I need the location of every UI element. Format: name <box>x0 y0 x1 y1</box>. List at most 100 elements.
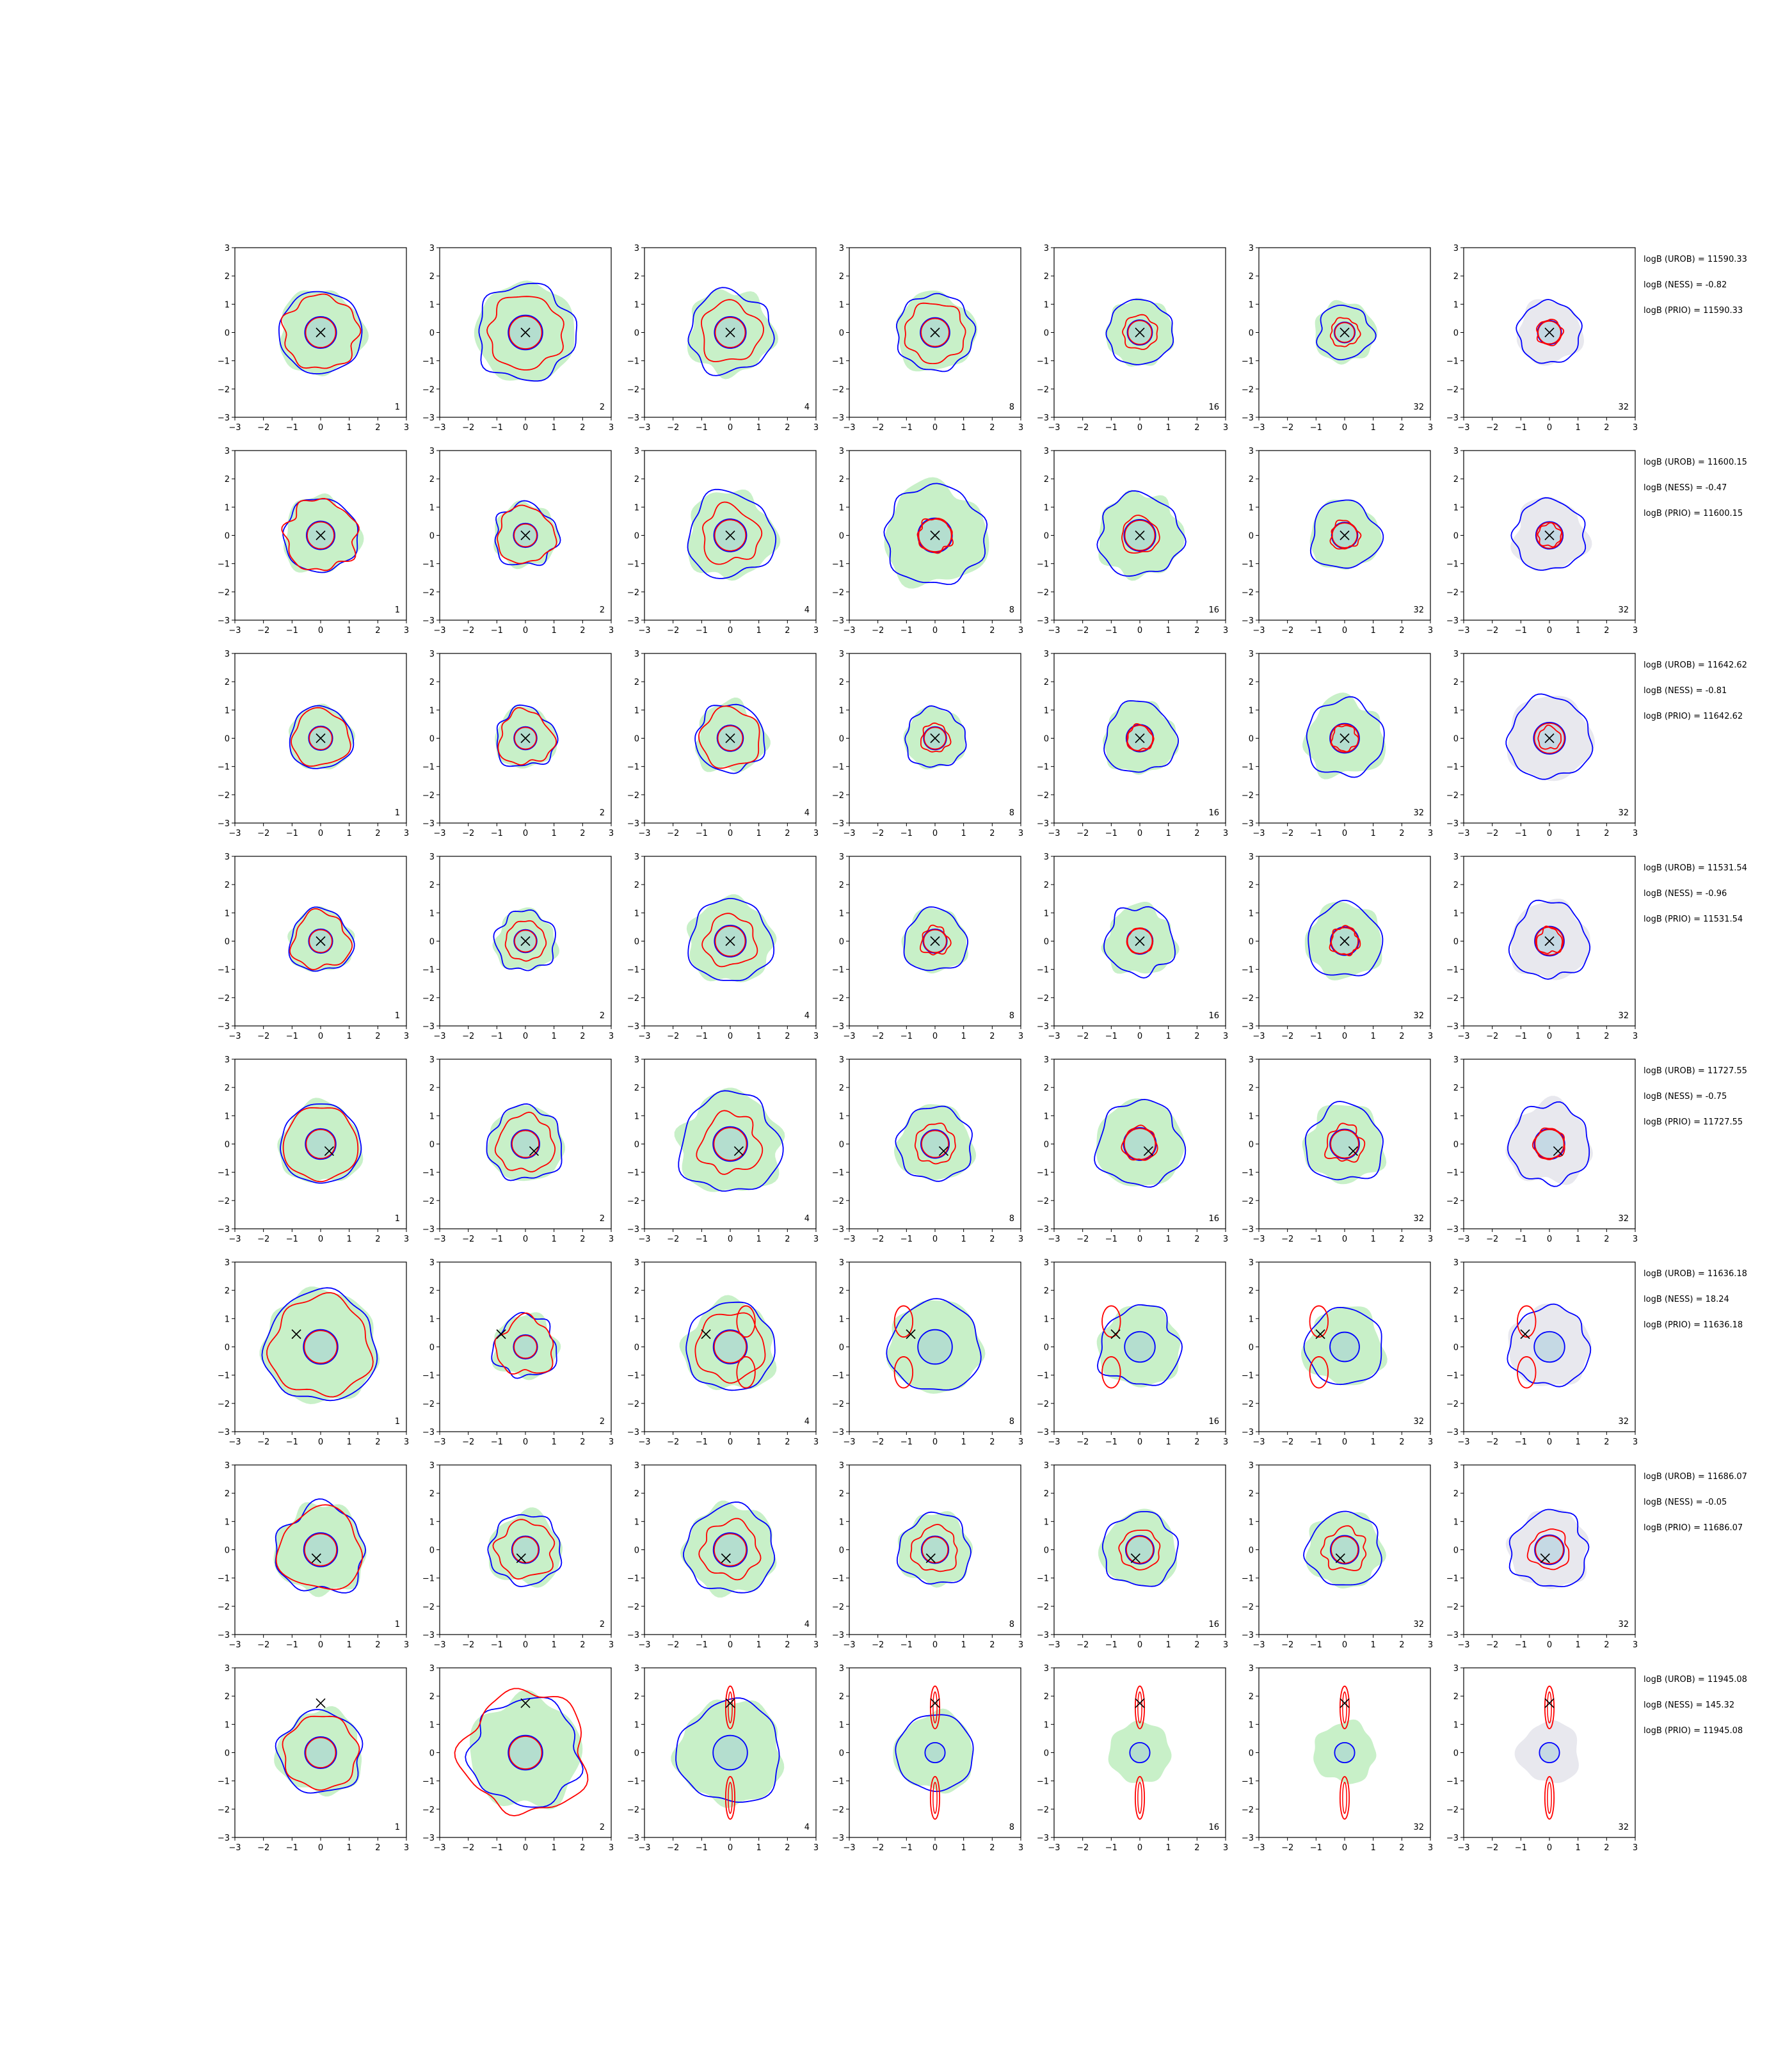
y-tick-label: 1 <box>1044 1112 1049 1121</box>
panel-count-label: 2 <box>600 1011 605 1021</box>
y-tick-label: 1 <box>1453 1517 1459 1527</box>
core-fill <box>511 1535 540 1564</box>
x-tick-label: −1 <box>696 1235 708 1244</box>
alt-lobe <box>1134 1776 1146 1820</box>
logb-annotation: logB (PRIO) = 11600.15 <box>1644 509 1743 518</box>
x-tick-label: −3 <box>1457 1640 1469 1650</box>
y-tick-label: 1 <box>1044 503 1049 513</box>
y-tick-label: 3 <box>839 1664 844 1674</box>
x-tick-label: −1 <box>491 1032 503 1041</box>
outer-contour <box>895 1105 973 1182</box>
y-tick-label: 1 <box>1044 1720 1049 1730</box>
alt-contour <box>504 920 547 962</box>
alt-contour <box>1121 1124 1158 1161</box>
x-tick-label: 2 <box>1194 829 1199 838</box>
x-tick-label: 0 <box>728 1032 733 1041</box>
x-tick-label: −3 <box>1252 1032 1265 1041</box>
y-tick-label: 2 <box>1044 678 1049 687</box>
y-tick-label: −1 <box>422 966 435 975</box>
x-tick-label: −3 <box>228 1235 241 1244</box>
y-tick-label: 2 <box>634 881 639 890</box>
marker-x <box>316 327 326 338</box>
inner-contour <box>712 1126 748 1162</box>
y-tick-label: 3 <box>634 1055 639 1065</box>
x-tick-label: 3 <box>404 1640 409 1650</box>
x-tick-label: 0 <box>932 626 938 636</box>
y-tick-label: −1 <box>218 1777 230 1787</box>
x-tick-label: 3 <box>1428 1235 1433 1244</box>
panel-count-label: 32 <box>1413 1823 1424 1832</box>
y-tick-label: 3 <box>839 244 844 253</box>
marker-x <box>701 1329 711 1340</box>
panel-r3-c6: −3−3 −2 −2 −1 −1 0 0 1 1 2 2 3 3 32 <box>1242 650 1433 838</box>
x-tick-label: 2 <box>1399 1032 1404 1041</box>
x-tick-label: 2 <box>375 1032 380 1041</box>
x-tick-label: 1 <box>756 829 762 838</box>
marker-x <box>1540 1553 1550 1564</box>
y-tick-label: 0 <box>225 329 230 339</box>
y-tick-label: −3 <box>1037 1631 1049 1640</box>
outer-contour <box>896 1511 972 1585</box>
alt-inner-contour <box>1124 520 1156 551</box>
marker-x <box>1348 1146 1358 1156</box>
alt-lobe <box>724 1776 736 1820</box>
y-tick-label: 0 <box>1453 1749 1459 1759</box>
y-tick-label: 2 <box>429 881 435 890</box>
y-tick-label: −2 <box>832 1603 844 1612</box>
alt-inner-contour <box>308 726 333 751</box>
x-tick-label: 1 <box>961 1235 966 1244</box>
x-tick-label: 1 <box>756 626 762 636</box>
y-tick-label: −2 <box>1242 1603 1254 1612</box>
outer-contour <box>1308 900 1384 977</box>
y-tick-label: −1 <box>1242 966 1254 975</box>
panel-r7-c2: −3−3 −2 −2 −1 −1 0 0 1 1 2 2 3 3 2 <box>422 1461 614 1650</box>
x-tick-label: 1 <box>347 1235 352 1244</box>
y-tick-label: 3 <box>429 852 435 862</box>
logb-annotation: logB (UROB) = 11636.18 <box>1644 1269 1747 1279</box>
x-tick-label: 0 <box>523 423 528 433</box>
x-tick-label: 0 <box>1547 626 1552 636</box>
alt-inner-contour <box>1533 723 1565 754</box>
x-tick-label: −2 <box>462 1437 474 1447</box>
y-tick-label: 1 <box>1044 909 1049 918</box>
x-tick-label: −2 <box>872 1235 884 1244</box>
alt-contour <box>266 1292 374 1398</box>
x-tick-label: −1 <box>1515 1437 1527 1447</box>
alt-inner-contour <box>1534 1129 1565 1159</box>
y-tick-label: −3 <box>1037 413 1049 423</box>
x-tick-label: −1 <box>1105 626 1117 636</box>
y-tick-label: 0 <box>429 532 435 541</box>
alt-inner-contour <box>1535 926 1564 956</box>
y-tick-label: −3 <box>832 1834 844 1843</box>
x-tick-label: −3 <box>1252 423 1265 433</box>
y-tick-label: 0 <box>1249 735 1254 744</box>
alt-inner-contour <box>1124 1128 1156 1160</box>
y-tick-label: 2 <box>1044 1084 1049 1093</box>
x-tick-label: −3 <box>1048 1437 1060 1447</box>
inner-contour <box>923 726 947 751</box>
y-tick-label: 1 <box>225 1720 230 1730</box>
panel-r7-c1: −3−3 −2 −2 −1 −1 0 0 1 1 2 2 3 3 1 <box>218 1461 409 1650</box>
y-tick-label: 3 <box>839 1258 844 1268</box>
outer-contour <box>1309 499 1384 569</box>
inner-contour <box>303 1329 339 1365</box>
y-tick-label: 3 <box>225 1461 230 1471</box>
x-tick-label: 2 <box>785 1437 790 1447</box>
y-tick-label: −2 <box>627 1805 639 1815</box>
panel-count-label: 32 <box>1413 1417 1424 1427</box>
y-tick-label: −3 <box>1037 1428 1049 1437</box>
x-tick-label: 2 <box>785 1032 790 1041</box>
panel-r3-c4: −3−3 −2 −2 −1 −1 0 0 1 1 2 2 3 3 8 <box>832 650 1023 838</box>
alt-inner-contour <box>1126 724 1153 752</box>
y-tick-label: −2 <box>1037 1805 1049 1815</box>
x-tick-label: 1 <box>1371 1032 1376 1041</box>
x-tick-label: −1 <box>900 829 913 838</box>
panel-r2-c4: −3−3 −2 −2 −1 −1 0 0 1 1 2 2 3 3 8 <box>832 447 1023 636</box>
x-tick-label: 0 <box>1547 423 1552 433</box>
y-tick-label: 1 <box>839 1517 844 1527</box>
x-tick-label: 1 <box>347 1437 352 1447</box>
panel-r6-c7: −3−3 −2 −2 −1 −1 0 0 1 1 2 2 3 3 32 <box>1446 1258 1638 1447</box>
logb-annotation: logB (PRIO) = 11686.07 <box>1644 1523 1743 1533</box>
outer-contour <box>493 909 556 972</box>
y-tick-label: −1 <box>1037 1777 1049 1787</box>
